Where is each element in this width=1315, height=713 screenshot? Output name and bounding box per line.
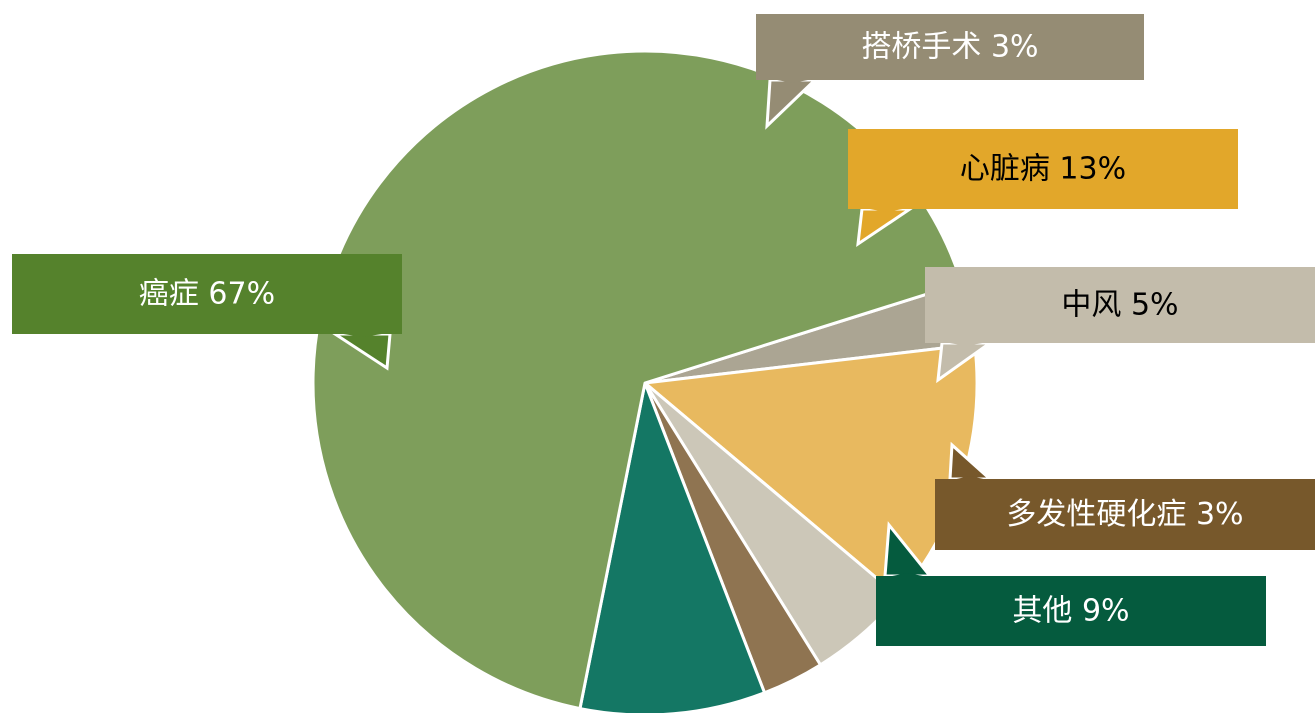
slice-callout: 其他 9%	[876, 521, 1266, 646]
callout-box	[848, 129, 1238, 209]
slice-label: 癌症 67%	[139, 277, 275, 312]
slice-callout: 心脏病 13%	[848, 129, 1238, 248]
callout-box	[876, 576, 1266, 646]
callout-seam	[772, 79, 813, 83]
slice-callout: 多发性硬化症 3%	[935, 441, 1315, 550]
pie-callouts: 搭桥手术 3% 心脏病 13% 中风 5% 多发性硬化症 3% 其他 9% 癌症 67%	[12, 14, 1315, 646]
slice-label: 多发性硬化症 3%	[1006, 497, 1243, 532]
slice-label: 其他 9%	[1012, 594, 1129, 629]
callout-seam	[887, 573, 928, 577]
callout-box	[12, 254, 402, 334]
slice-callout: 搭桥手术 3%	[756, 14, 1144, 130]
callout-seam	[952, 476, 988, 480]
slice-label: 中风 5%	[1061, 288, 1178, 323]
callout-seam	[944, 342, 988, 346]
pie-slice	[578, 381, 767, 713]
slice-label: 心脏病 13%	[960, 152, 1126, 187]
pie-slice	[311, 49, 964, 711]
callout-box	[925, 267, 1315, 343]
slice-callout: 中风 5%	[925, 267, 1315, 384]
callout-seam	[864, 208, 908, 212]
slice-label: 搭桥手术 3%	[861, 30, 1038, 65]
callout-box	[935, 479, 1315, 550]
callout-seam	[337, 333, 388, 337]
slice-callout: 癌症 67%	[12, 254, 402, 371]
callout-box	[756, 14, 1144, 80]
